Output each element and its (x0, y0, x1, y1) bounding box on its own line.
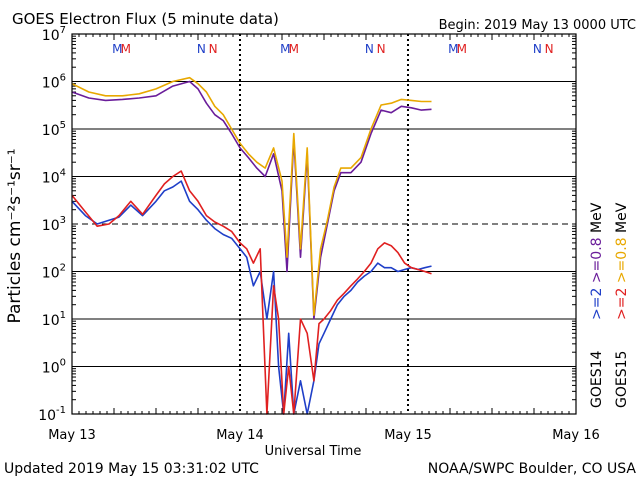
marker-n: N (533, 42, 542, 56)
marker-n: N (365, 42, 374, 56)
y-tick-label: 106 (42, 73, 66, 92)
y-tick-label: 105 (42, 120, 66, 139)
y-tick-labels: 107 106 105 104 103 102 101 100 10-1 (38, 25, 66, 424)
marker-n: N (197, 42, 206, 56)
y-axis-label: Particles cm⁻²s⁻¹sr⁻¹ (5, 148, 25, 323)
begin-label: Begin: 2019 May 13 0000 UTC (439, 18, 636, 33)
y-tick-label: 107 (42, 25, 66, 44)
footer-source: NOAA/SWPC Boulder, CO USA (428, 461, 637, 477)
legend-energy-goes14: >=2 >=0.8 MeV (589, 202, 605, 320)
y-tick-label: 102 (42, 263, 66, 282)
y-tick-label: 101 (42, 310, 66, 329)
series-group (71, 76, 432, 415)
legend-part: >=2 (589, 288, 605, 320)
plot-frame (71, 33, 577, 415)
legend-sat-goes15: GOES15 (614, 351, 630, 408)
y-tick-label: 100 (42, 358, 66, 377)
series-line-3 (71, 170, 432, 415)
x-tick-labels: May 13 May 14 May 15 May 16 (48, 428, 600, 443)
marker-n: N (545, 42, 554, 56)
marker-m: M (448, 42, 458, 56)
mn-markers: MM N N MM N N MM N N (112, 42, 553, 56)
x-tick-label: May 15 (384, 428, 432, 443)
marker-m: M (289, 42, 299, 56)
legend-unit: MeV (589, 202, 605, 237)
marker-n: N (209, 42, 218, 56)
x-tick-label: May 13 (48, 428, 96, 443)
y-tick-label: 104 (42, 168, 66, 187)
legend-energy-goes15: >=2 >=0.8 MeV (614, 202, 630, 320)
marker-m: M (121, 42, 131, 56)
series-line-2 (71, 180, 432, 415)
x-axis-label: Universal Time (265, 444, 362, 459)
legend-sat-goes14: GOES14 (589, 350, 605, 408)
marker-m: M (112, 42, 122, 56)
marker-m: M (280, 42, 290, 56)
legend-part: >=0.8 (589, 237, 605, 287)
footer-updated: Updated 2019 May 15 03:31:02 UTC (4, 461, 259, 477)
legend-part: >=2 (614, 288, 630, 320)
legend: GOES14 >=2 >=0.8 MeV GOES15 >=2 >=0.8 MeV (589, 202, 630, 408)
y-tick-label: 10-1 (38, 405, 66, 424)
series-line-1 (71, 76, 432, 316)
x-tick-label: May 16 (552, 428, 600, 443)
marker-n: N (377, 42, 386, 56)
legend-unit: MeV (614, 202, 630, 237)
x-tick-label: May 14 (216, 428, 264, 443)
marker-m: M (457, 42, 467, 56)
y-tick-label: 103 (42, 215, 66, 234)
chart-title: GOES Electron Flux (5 minute data) (12, 10, 279, 28)
legend-part: >=0.8 (614, 237, 630, 287)
